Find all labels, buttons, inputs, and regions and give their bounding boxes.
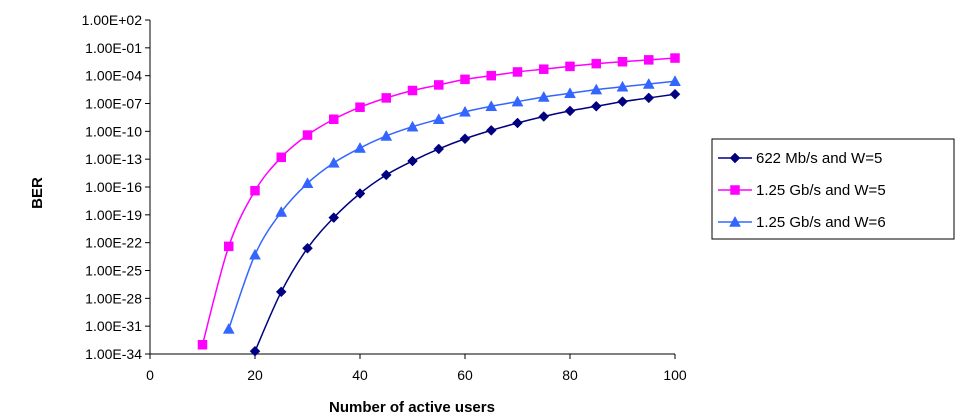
x-tick-label: 0 [146,367,154,383]
data-point [642,77,655,89]
data-point [616,80,629,92]
data-point [407,155,418,167]
data-point [564,105,576,117]
data-point [275,286,287,298]
data-point [511,95,524,107]
data-point [354,188,366,199]
y-tick-label: 1.00E+02 [82,12,143,28]
data-point [433,143,445,155]
y-tick-label: 1.00E-13 [85,151,142,167]
data-point [381,93,391,103]
x-tick-label: 40 [352,367,368,383]
legend-item: 1.25 Gb/s and W=5 [718,182,886,199]
series-3 [222,75,681,334]
data-point [485,100,498,112]
data-point [329,114,339,125]
legend-label: 1.25 Gb/s and W=6 [756,214,886,231]
data-point [276,152,286,163]
data-point [460,74,470,85]
data-point [249,248,261,260]
x-tick-label: 20 [247,367,263,383]
series-2 [197,53,680,350]
data-point [222,322,235,334]
legend-label: 622 Mb/s and W=5 [756,150,882,167]
data-point [670,53,680,63]
data-point [459,105,471,117]
data-point [486,70,496,81]
data-point [355,102,365,112]
y-tick-label: 1.00E-28 [85,290,142,306]
data-point [512,67,523,77]
legend-item: 622 Mb/s and W=5 [718,150,882,167]
series-1 [249,88,681,357]
y-tick-label: 1.00E-04 [85,68,142,84]
data-point [565,61,575,72]
legend: 622 Mb/s and W=5 1.25 Gb/s and W=5 1.25 Gb… [711,138,955,240]
data-point [432,113,445,125]
data-point [407,85,418,96]
y-tick-label: 1.00E-10 [85,123,142,139]
x-axis-ticks: 0 20 40 60 80 100 [146,354,687,383]
y-tick-label: 1.00E-07 [85,96,142,112]
data-point [434,80,444,90]
data-point [485,125,497,136]
x-axis-title: Number of active users [329,399,495,416]
data-point [327,156,340,168]
y-axis-ticks: 1.00E+02 1.00E-01 1.00E-04 1.00E-07 1.00E-10… [82,12,150,362]
data-point [406,120,419,132]
data-point [197,339,208,350]
data-point [512,117,523,129]
data-point [538,111,550,122]
data-point [590,83,603,95]
data-point [328,212,340,223]
data-point [591,58,601,69]
data-point [302,242,313,254]
data-point [669,88,681,100]
y-tick-label: 1.00E-34 [85,346,142,362]
legend-label: 1.25 Gb/s and W=5 [756,182,886,199]
series-layer [197,53,681,357]
data-point [250,185,260,196]
data-point [224,241,234,252]
legend-item: 1.25 Gb/s and W=6 [718,214,886,231]
data-point [539,64,549,74]
y-tick-label: 1.00E-16 [85,179,142,195]
data-point [617,96,628,107]
y-axis-title: BER [29,177,46,209]
y-tick-label: 1.00E-25 [85,263,142,279]
y-tick-label: 1.00E-31 [85,318,142,334]
data-point [354,142,366,153]
y-tick-label: 1.00E-01 [85,40,142,56]
series-line [228,80,676,330]
data-point [669,75,681,86]
data-point [643,92,655,104]
legend-marker [730,185,740,195]
data-point [537,90,550,102]
y-tick-label: 1.00E-19 [85,207,142,223]
series-line [201,57,676,345]
legend-marker [729,152,741,164]
data-point [590,100,602,112]
y-tick-label: 1.00E-22 [85,235,142,251]
data-point [249,345,261,357]
data-point [275,206,288,217]
data-point [617,57,628,67]
data-point [301,177,314,189]
data-point [302,130,313,140]
legend-marker [729,215,741,227]
data-point [380,169,392,181]
data-point [380,129,393,141]
data-point [644,55,654,65]
data-point [459,133,471,145]
series-line [254,93,676,352]
legend-box [711,138,955,240]
x-tick-label: 80 [562,367,578,383]
x-tick-label: 100 [663,367,687,383]
data-point [564,87,576,99]
x-tick-label: 60 [457,367,473,383]
